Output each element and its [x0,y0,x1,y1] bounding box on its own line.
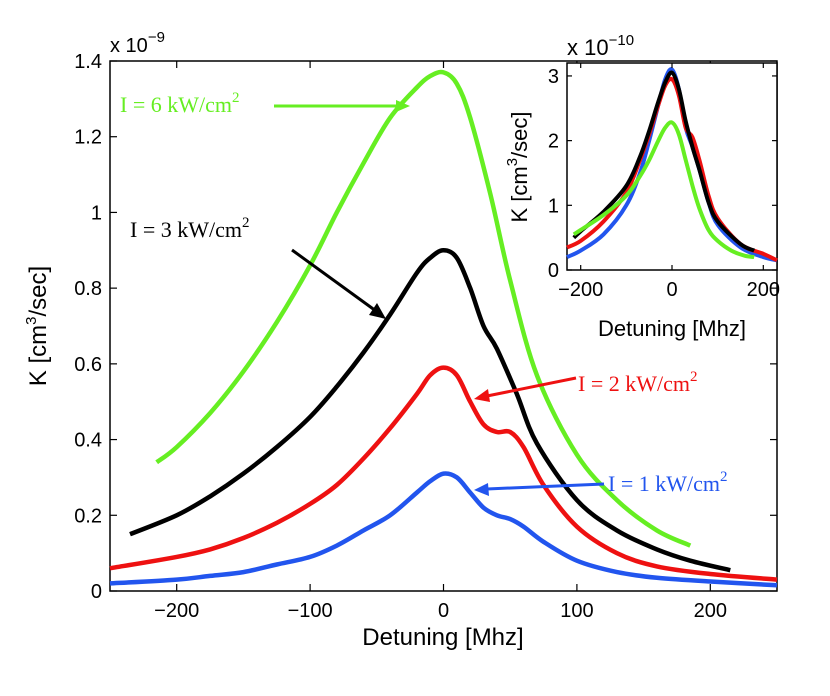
annotation-1kw-arrowhead [474,483,489,496]
main-series-line-3 [109,471,778,588]
main-series-line-2 [109,365,778,582]
inset-y-tick-label: 3 [548,66,559,88]
main-y-tick-label: 1.4 [74,51,102,73]
main-y-axis-title: K [cm3/sec] [23,266,52,386]
annotation-1kw-arrow [486,482,605,491]
annotation-1kw-label: I = 1 kW/cm2 [608,469,728,496]
inset-y-tick-label: 1 [548,195,559,217]
main-y-tick-label: 0.2 [74,505,102,527]
annotation-6kw: I = 6 kW/cm2 [120,90,410,117]
main-x-tick-label: 100 [560,600,593,622]
inset-series-group [566,67,778,263]
main-y-multiplier: x 10−9 [110,29,165,57]
main-multiplier-exp: −9 [148,29,165,46]
inset-y-axis-title: K [cm3/sec] [504,111,532,222]
inset-multiplier-base: x 10 [567,35,609,60]
inset-y-tick-label: 2 [548,131,559,153]
inset-y-tick-label: 0 [548,260,559,282]
main-y-tick-label: 0.4 [74,430,102,452]
main-y-tick-label: 0 [91,581,102,603]
main-y-tick-label: 0.6 [74,354,102,376]
inset-series-line-3 [572,120,755,260]
main-multiplier-base: x 10 [110,35,148,57]
annotation-2kw: I = 2 kW/cm2 [474,369,698,402]
main-y-title-pre: K [cm [25,325,52,386]
annotation-3kw: I = 3 kW/cm2 [130,215,386,319]
inset-y-title-post: /sec] [507,111,532,157]
annotation-6kw-text: I = 6 kW/cm [120,92,232,117]
inset-x-tick-label: −200 [558,279,603,301]
main-y-title-sup: 3 [23,317,40,325]
inset-series-line-2 [572,70,756,253]
inset-y-title-pre: K [cm [507,166,532,222]
inset-x-tick-label: 0 [666,279,677,301]
annotation-6kw-arrowhead [396,100,410,112]
inset-y-multiplier: x 10−10 [567,32,634,60]
main-y-tick-label: 1 [91,202,102,224]
main-series-line-1 [129,248,731,573]
main-x-axis-title: Detuning [Mhz] [362,624,523,651]
inset-y-title-sup: 3 [504,158,521,166]
main-y-tick-label: 1.2 [74,127,102,149]
annotation-2kw-label: I = 2 kW/cm2 [578,369,698,396]
annotation-3kw-text: I = 3 kW/cm [130,217,242,242]
main-series-group [109,69,778,588]
annotation-3kw-arrow [291,248,377,313]
annotation-3kw-sup: 2 [242,215,250,231]
annotation-1kw-sup: 2 [720,469,728,485]
annotation-3kw-label: I = 3 kW/cm2 [130,215,250,242]
main-x-tick-label: −200 [154,600,199,622]
inset-x-axis-title: Detuning [Mhz] [598,316,746,341]
annotation-6kw-sup: 2 [232,90,240,106]
main-y-tick-label: 0.8 [74,278,102,300]
main-series-line-0 [155,69,692,548]
annotation-2kw-arrow [486,376,577,398]
annotation-1kw: I = 1 kW/cm2 [474,469,728,496]
annotation-6kw-label: I = 6 kW/cm2 [120,90,240,117]
inset-multiplier-exp: −10 [609,32,634,49]
main-x-tick-label: −100 [288,600,333,622]
annotation-2kw-arrowhead [474,389,490,402]
main-x-tick-label: 200 [694,600,727,622]
inset-x-tick-label: 200 [747,279,780,301]
main-y-title-post: /sec] [25,266,52,317]
annotation-2kw-text: I = 2 kW/cm [578,371,690,396]
main-x-tick-label: 0 [438,600,449,622]
annotation-1kw-text: I = 1 kW/cm [608,471,720,496]
annotation-2kw-sup: 2 [690,369,698,385]
annotation-3kw-arrowhead [369,303,386,319]
